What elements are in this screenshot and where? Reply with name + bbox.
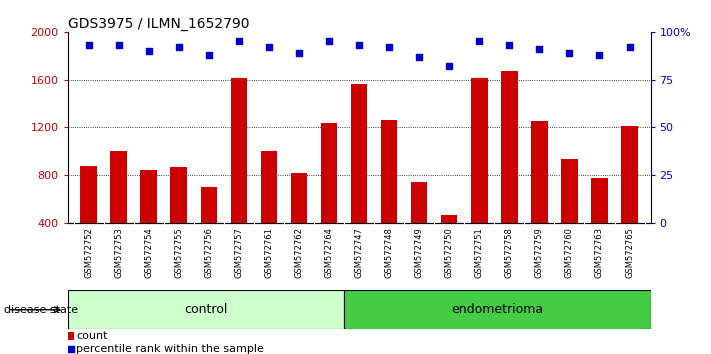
Bar — [110, 152, 127, 271]
Bar — [68, 290, 344, 329]
Text: count: count — [77, 331, 108, 341]
Point — [203, 52, 215, 58]
Text: GSM572753: GSM572753 — [114, 227, 123, 278]
Text: GSM572756: GSM572756 — [204, 227, 213, 278]
Text: GSM572751: GSM572751 — [475, 227, 483, 278]
Point — [624, 44, 635, 50]
Point — [143, 48, 154, 54]
Bar — [68, 332, 74, 341]
Bar — [441, 215, 457, 271]
Point — [383, 44, 395, 50]
Bar — [471, 79, 488, 271]
Point — [353, 42, 365, 48]
Text: GSM572765: GSM572765 — [625, 227, 634, 278]
Point — [594, 52, 605, 58]
Bar — [80, 166, 97, 271]
Bar — [344, 290, 651, 329]
Bar — [201, 187, 217, 271]
Bar — [291, 173, 307, 271]
Bar — [261, 152, 277, 271]
Bar — [381, 120, 397, 271]
Text: control: control — [184, 303, 228, 316]
Point — [113, 42, 124, 48]
Text: disease state: disease state — [4, 305, 77, 315]
Point — [503, 42, 515, 48]
Text: GSM572759: GSM572759 — [535, 227, 544, 278]
Point — [263, 44, 274, 50]
Text: GSM572752: GSM572752 — [84, 227, 93, 278]
Point — [173, 44, 184, 50]
Bar — [592, 178, 608, 271]
Bar — [411, 182, 427, 271]
Text: endometrioma: endometrioma — [451, 303, 543, 316]
Text: GSM572762: GSM572762 — [294, 227, 304, 278]
Text: GSM572764: GSM572764 — [324, 227, 333, 278]
Point — [293, 50, 304, 56]
Text: GDS3975 / ILMN_1652790: GDS3975 / ILMN_1652790 — [68, 17, 249, 31]
Bar — [141, 171, 157, 271]
Bar — [351, 84, 368, 271]
Text: percentile rank within the sample: percentile rank within the sample — [77, 343, 264, 354]
Point — [444, 63, 455, 69]
Point — [65, 346, 77, 352]
Point — [534, 46, 545, 52]
Point — [83, 42, 95, 48]
Bar — [321, 123, 337, 271]
Point — [474, 39, 485, 44]
Text: GSM572761: GSM572761 — [264, 227, 274, 278]
Bar — [561, 159, 578, 271]
Text: GSM572757: GSM572757 — [235, 227, 243, 278]
Text: GSM572755: GSM572755 — [174, 227, 183, 278]
Bar — [501, 71, 518, 271]
Text: GSM572754: GSM572754 — [144, 227, 153, 278]
Bar — [621, 126, 638, 271]
Text: GSM572749: GSM572749 — [415, 227, 424, 278]
Point — [324, 39, 335, 44]
Point — [564, 50, 575, 56]
Bar — [531, 121, 547, 271]
Text: GSM572758: GSM572758 — [505, 227, 514, 278]
Text: GSM572747: GSM572747 — [355, 227, 363, 278]
Bar — [171, 167, 187, 271]
Text: GSM572763: GSM572763 — [595, 227, 604, 278]
Point — [233, 39, 245, 44]
Point — [414, 54, 425, 59]
Text: GSM572760: GSM572760 — [565, 227, 574, 278]
Text: GSM572748: GSM572748 — [385, 227, 394, 278]
Bar — [230, 79, 247, 271]
Text: GSM572750: GSM572750 — [444, 227, 454, 278]
